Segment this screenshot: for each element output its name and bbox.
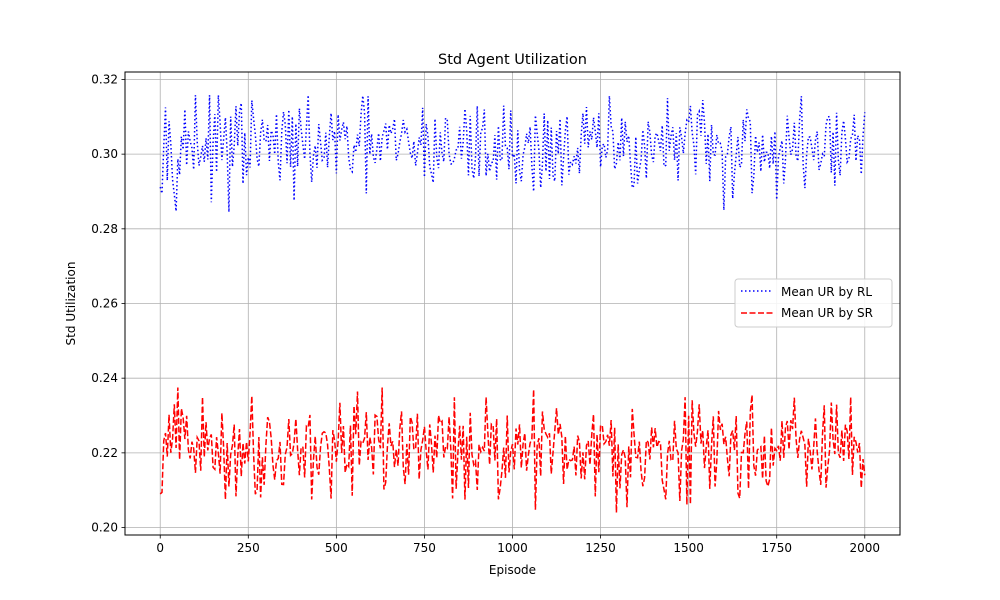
legend-box (734, 278, 893, 328)
x-axis-label: Episode (489, 563, 536, 577)
x-tick-label: 1500 (673, 541, 704, 555)
y-tick-label: 0.26 (91, 297, 118, 311)
series-line-sr (159, 387, 866, 513)
x-tick-label: 250 (237, 541, 260, 555)
y-tick-label: 0.22 (91, 446, 118, 460)
y-tick-label: 0.32 (91, 72, 118, 86)
y-tick-label: 0.24 (91, 371, 118, 385)
x-tick-label: 2000 (849, 541, 880, 555)
legend-label-rl: Mean UR by RL (781, 285, 872, 299)
legend: Mean UR by RL Mean UR by SR (734, 278, 893, 328)
plot-area (159, 95, 866, 513)
x-tick-label: 1750 (761, 541, 792, 555)
x-tick-label: 500 (325, 541, 348, 555)
x-tick-label: 0 (156, 541, 164, 555)
y-tick-label: 0.20 (91, 521, 118, 535)
chart-title: Std Agent Utilization (438, 52, 587, 68)
axis-ticks: 0 250 500 750 1000 1250 1500 1750 2000 0.20 0.22 0.… (91, 72, 880, 555)
x-tick-label: 1000 (497, 541, 528, 555)
y-tick-label: 0.30 (91, 147, 118, 161)
y-tick-label: 0.28 (91, 222, 118, 236)
legend-label-sr: Mean UR by SR (781, 306, 873, 320)
x-tick-label: 750 (413, 541, 436, 555)
x-tick-label: 1250 (585, 541, 616, 555)
y-axis-label: Std Utilization (64, 262, 78, 346)
